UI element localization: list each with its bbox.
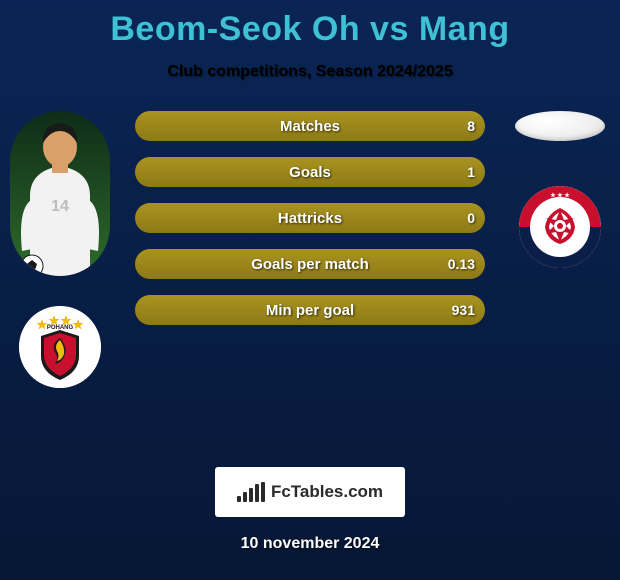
fctables-logo: FcTables.com <box>215 467 405 517</box>
stat-row: Goals per match0.13 <box>135 249 485 279</box>
title-player1: Beom-Seok Oh <box>110 10 360 48</box>
main-area: 14 <box>0 111 620 411</box>
stat-row: Goals1 <box>135 157 485 187</box>
bar-right-fill <box>135 157 485 187</box>
player2-crest-svg: ★ ★ ★ PHOENIX <box>519 186 601 268</box>
subtitle: Club competitions, Season 2024/2025 <box>0 63 620 81</box>
stat-value-right: 0 <box>467 203 475 233</box>
player1-photo: 14 <box>10 111 110 276</box>
stat-row: Hattricks0 <box>135 203 485 233</box>
stat-row: Min per goal931 <box>135 295 485 325</box>
stat-bars: Matches8 Goals1 Hattricks0 Goals per match0… <box>135 111 485 325</box>
svg-text:★ ★ ★: ★ ★ ★ <box>550 192 570 199</box>
comparison-card: Beom-Seok Oh vs Mang Club competitions, … <box>0 0 620 580</box>
date: 10 november 2024 <box>0 535 620 553</box>
left-column: 14 <box>10 111 110 388</box>
right-column: ★ ★ ★ PHOENIX <box>510 111 610 268</box>
bar-right-fill <box>135 203 485 233</box>
stat-value-right: 8 <box>467 111 475 141</box>
stat-value-right: 1 <box>467 157 475 187</box>
stat-value-right: 0.13 <box>448 249 475 279</box>
logo-bars-icon <box>237 482 265 502</box>
stat-value-right: 931 <box>452 295 475 325</box>
bar-right-fill <box>135 295 485 325</box>
bar-right-fill <box>135 249 485 279</box>
title-vs: vs <box>370 10 409 48</box>
bar-right-fill <box>135 111 485 141</box>
title-player2: Mang <box>419 10 510 48</box>
player1-crest-svg: POHANG <box>19 306 101 388</box>
player1-photo-svg: 14 <box>10 111 110 276</box>
title: Beom-Seok Oh vs Mang <box>0 0 620 49</box>
player2-crest: ★ ★ ★ PHOENIX <box>519 186 601 268</box>
svg-text:POHANG: POHANG <box>47 325 74 331</box>
svg-text:14: 14 <box>51 198 69 215</box>
logo-text: FcTables.com <box>271 482 383 502</box>
stat-row: Matches8 <box>135 111 485 141</box>
player1-crest: POHANG <box>19 306 101 388</box>
player2-photo-placeholder <box>515 111 605 141</box>
